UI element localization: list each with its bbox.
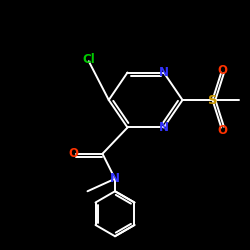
- Text: O: O: [68, 147, 78, 160]
- Text: N: N: [159, 121, 169, 134]
- Text: O: O: [218, 124, 228, 136]
- Text: N: N: [159, 66, 169, 79]
- Text: O: O: [218, 64, 228, 76]
- Text: N: N: [110, 172, 120, 185]
- Text: S: S: [208, 94, 217, 106]
- Text: Cl: Cl: [82, 53, 95, 66]
